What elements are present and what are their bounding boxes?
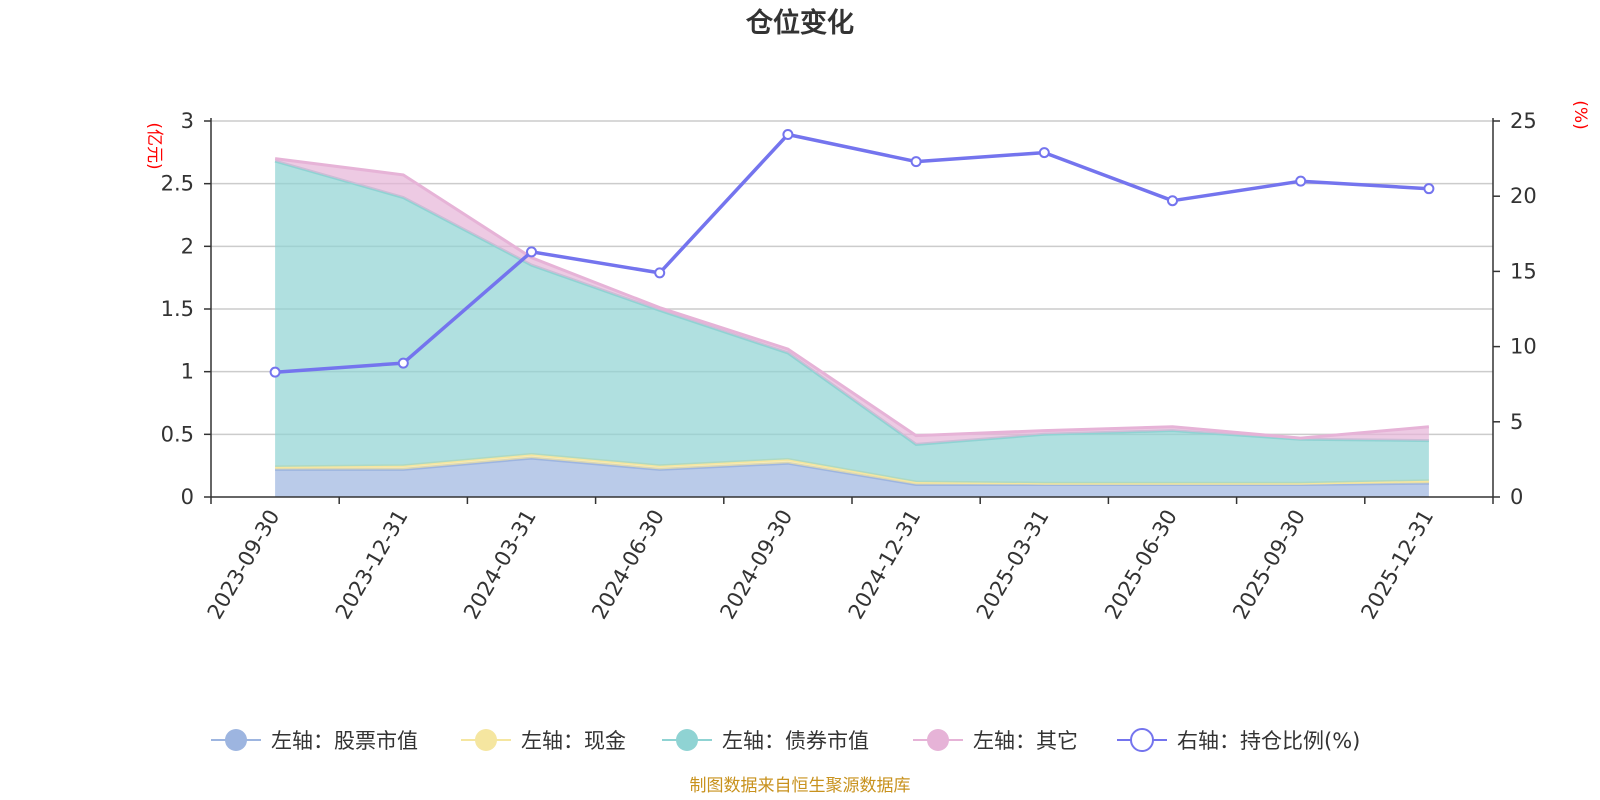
holding-ratio-point xyxy=(1295,175,1307,187)
legend-label-0: 左轴：股票市值 xyxy=(271,729,418,753)
legend-marker-4 xyxy=(1130,728,1154,752)
x-tick-label: 2024-12-31 xyxy=(844,506,926,624)
holding-ratio-point xyxy=(654,267,666,279)
holding-ratio-point xyxy=(269,366,281,378)
left-tick-label: 1.5 xyxy=(161,297,194,321)
legend-marker-3 xyxy=(927,729,949,751)
x-tick-label: 2024-09-30 xyxy=(715,506,797,624)
area-series-2 xyxy=(275,161,1429,484)
data-source: 制图数据来自恒生聚源数据库 xyxy=(690,776,911,796)
right-tick-label: 0 xyxy=(1510,485,1523,509)
holding-ratio-point xyxy=(910,156,922,168)
area-edge-series-3 xyxy=(274,157,1430,440)
legend: 左轴：股票市值 左轴：现金 左轴：债券市值 左轴：其它 右轴：持仓比例(%) xyxy=(211,728,1360,753)
legend-label-1: 左轴：现金 xyxy=(521,729,626,753)
legend-label-2: 左轴：债券市值 xyxy=(722,729,869,753)
area-layers xyxy=(274,157,1430,497)
holding-ratio-line xyxy=(274,132,1430,374)
x-tick-label: 2025-12-31 xyxy=(1356,506,1438,624)
left-tick-label: 2.5 xyxy=(161,172,194,196)
left-tick-label: 0 xyxy=(181,485,194,509)
left-axis-unit: (亿元) xyxy=(144,122,164,169)
holding-ratio-point xyxy=(526,246,537,258)
area-series-0 xyxy=(275,458,1429,497)
legend-marker-2 xyxy=(676,729,698,751)
right-axis-unit: (%) xyxy=(1570,100,1590,129)
right-tick-label: 15 xyxy=(1510,259,1537,283)
left-tick-label: 2 xyxy=(181,234,194,258)
legend-marker-0 xyxy=(225,729,247,751)
area-series-3 xyxy=(275,158,1429,445)
holding-ratio-point xyxy=(1423,183,1435,195)
right-tick-label: 5 xyxy=(1510,410,1523,434)
legend-marker-1 xyxy=(475,729,497,751)
holding-ratio-point xyxy=(782,129,794,141)
holding-ratio-point xyxy=(1038,147,1050,159)
holding-ratio-point xyxy=(1167,195,1178,207)
x-tick-label: 2024-03-31 xyxy=(459,506,541,624)
legend-label-4: 右轴：持仓比例(%) xyxy=(1177,729,1360,753)
line-layer xyxy=(269,129,1435,378)
right-tick-label: 25 xyxy=(1510,109,1537,133)
x-tick-label: 2025-03-31 xyxy=(972,506,1054,624)
holding-ratio-point xyxy=(397,357,409,369)
left-tick-label: 3 xyxy=(181,109,194,133)
x-tick-label: 2025-09-30 xyxy=(1228,506,1310,624)
chart-title: 仓位变化 xyxy=(745,7,854,39)
right-tick-label: 10 xyxy=(1510,335,1537,359)
x-tick-label: 2024-06-30 xyxy=(587,506,669,624)
right-tick-label: 20 xyxy=(1510,184,1537,208)
left-tick-label: 1 xyxy=(181,360,194,384)
left-tick-label: 0.5 xyxy=(161,422,194,446)
x-tick-label: 2023-12-31 xyxy=(331,506,413,624)
legend-label-3: 左轴：其它 xyxy=(973,729,1078,753)
x-tick-label: 2023-09-30 xyxy=(203,506,285,624)
x-tick-label: 2025-06-30 xyxy=(1100,506,1182,624)
